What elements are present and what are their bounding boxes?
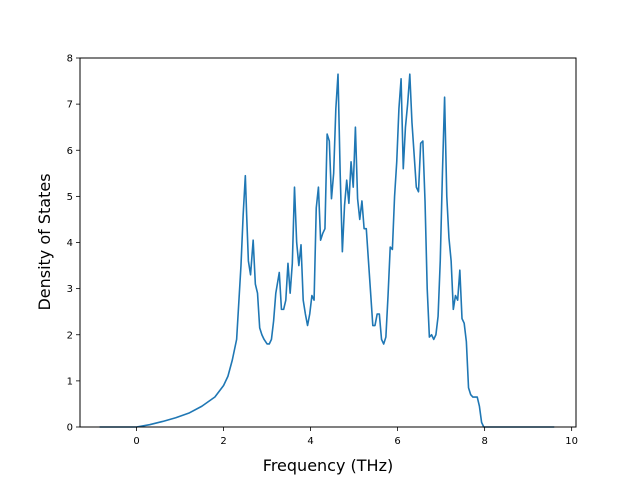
x-tick-label: 4 <box>307 436 313 447</box>
x-tick-label: 6 <box>394 436 400 447</box>
x-tick-label: 0 <box>133 436 139 447</box>
y-tick-label: 2 <box>67 330 73 341</box>
y-tick-label: 0 <box>67 423 73 434</box>
plot-frame <box>79 57 577 428</box>
y-tick-label: 5 <box>67 192 73 203</box>
y-tick-label: 3 <box>67 284 73 295</box>
x-axis-label: Frequency (THz) <box>263 456 393 475</box>
y-axis-label: Density of States <box>35 173 54 310</box>
plot-layer <box>99 73 555 428</box>
x-tick-label: 10 <box>565 436 578 447</box>
y-tick-label: 6 <box>67 146 73 157</box>
ticks-layer: 0 2 4 6 8 10 0 1 2 3 4 5 6 7 8 <box>67 54 578 448</box>
y-tick-label: 4 <box>67 238 73 249</box>
y-tick-label: 1 <box>67 376 73 387</box>
x-tick-label: 8 <box>481 436 487 447</box>
y-tick-label: 8 <box>67 54 73 65</box>
x-tick-label: 2 <box>220 436 226 447</box>
dos-series-line-0 <box>99 73 555 428</box>
y-tick-label: 7 <box>67 100 73 111</box>
